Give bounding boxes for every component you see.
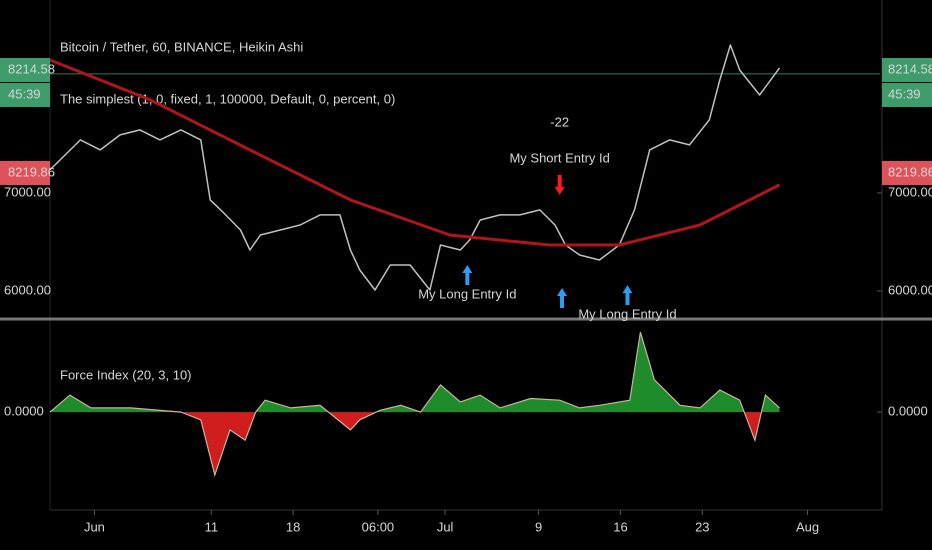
price-label-box	[0, 161, 50, 185]
x-tick-label: 06:00	[362, 519, 395, 534]
x-tick-label: 18	[286, 519, 300, 534]
signal-label: My Long Entry Id	[578, 307, 676, 322]
signal-label: My Long Entry Id	[418, 286, 516, 301]
y-tick-label: 0.0000	[888, 404, 928, 419]
x-tick-label: 16	[613, 519, 627, 534]
signal-annotation: -22	[550, 114, 569, 129]
price-label-box	[882, 58, 932, 82]
y-tick-label: 6000.00	[4, 282, 51, 297]
price-label: 8219.86	[888, 164, 932, 179]
y-tick-label: 7000.00	[4, 184, 51, 199]
indicator-title: Force Index (20, 3, 10)	[60, 367, 192, 382]
force-area-positive	[50, 332, 780, 412]
force-line	[49, 332, 780, 478]
price-label-box	[882, 161, 932, 185]
y-tick-label: 0.0000	[4, 404, 44, 419]
price-label: 45:39	[8, 86, 41, 101]
signal-label: My Short Entry Id	[509, 150, 609, 165]
y-tick-label: 6000.00	[888, 282, 932, 297]
force-area-negative	[50, 412, 780, 475]
x-tick-label: 23	[695, 519, 709, 534]
x-tick-label: Jun	[84, 519, 105, 534]
y-tick-label: 7000.00	[888, 184, 932, 199]
x-tick-label: Aug	[796, 519, 819, 534]
long-arrow	[557, 288, 568, 309]
price-label: 8214.58	[8, 61, 55, 76]
long-arrow	[462, 264, 473, 285]
x-tick-label: 11	[205, 519, 219, 534]
price-label: 8219.86	[8, 164, 55, 179]
indicator-title: The simplest (1, 0, fixed, 1, 100000, De…	[60, 91, 395, 106]
moving-average	[49, 58, 781, 247]
long-arrow	[622, 285, 633, 306]
price-label: 8214.58	[888, 61, 932, 76]
price-label-box	[882, 83, 932, 107]
price-label-box	[0, 83, 50, 107]
price-label: 45:39	[888, 86, 921, 101]
symbol-title: Bitcoin / Tether, 60, BINANCE, Heikin As…	[60, 39, 303, 54]
price-line	[49, 44, 781, 291]
price-label-box	[0, 58, 50, 82]
short-arrow	[554, 174, 565, 195]
x-tick-label: Jul	[437, 519, 454, 534]
x-tick-label: 9	[535, 519, 542, 534]
